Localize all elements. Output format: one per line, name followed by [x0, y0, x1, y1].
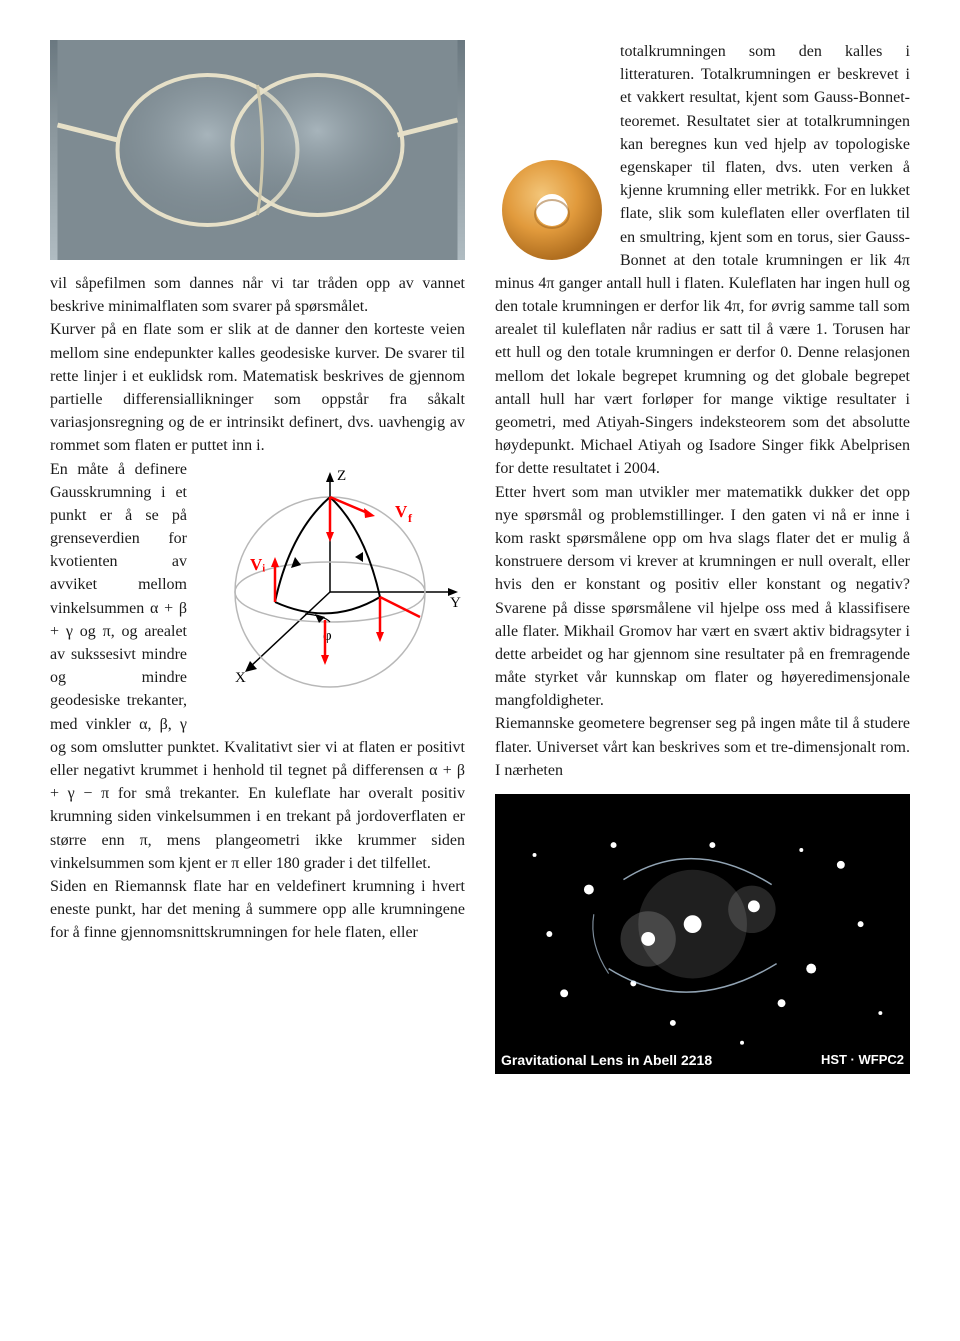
paragraph-2: Kurver på en flate som er slik at de dan… — [50, 321, 465, 454]
page-columns: vil såpefilmen som dannes når vi tar trå… — [50, 40, 910, 1074]
left-column: vil såpefilmen som dannes når vi tar trå… — [50, 40, 465, 1074]
figure-sphere-diagram: Z Y X φ — [195, 462, 465, 722]
gravlens-caption-right: HST · WFPC2 — [821, 1051, 904, 1070]
figure-donut — [495, 150, 610, 265]
vector-vi-label: Vᵢ — [250, 555, 265, 574]
right-column: totalkrumningen som den kalles i littera… — [495, 40, 910, 1074]
gravlens-caption-left: Gravitational Lens in Abell 2218 — [501, 1050, 712, 1070]
paragraph-r3: Riemannske geometere begrenser seg på in… — [495, 715, 910, 778]
svg-text:f: f — [408, 511, 413, 525]
figure-soapfilm — [50, 40, 465, 260]
axis-z-label: Z — [337, 468, 346, 484]
axis-x-label: X — [235, 670, 246, 686]
vector-vf-label: V — [395, 502, 408, 521]
figure-gravitational-lens: Gravitational Lens in Abell 2218 HST · W… — [495, 794, 910, 1074]
paragraph-r2: Etter hvert som man utvikler mer matemat… — [495, 484, 910, 710]
paragraph-1: vil såpefilmen som dannes når vi tar trå… — [50, 275, 465, 315]
axis-y-label: Y — [450, 595, 461, 611]
paragraph-4: Siden en Riemannsk flate har en veldefin… — [50, 878, 465, 941]
